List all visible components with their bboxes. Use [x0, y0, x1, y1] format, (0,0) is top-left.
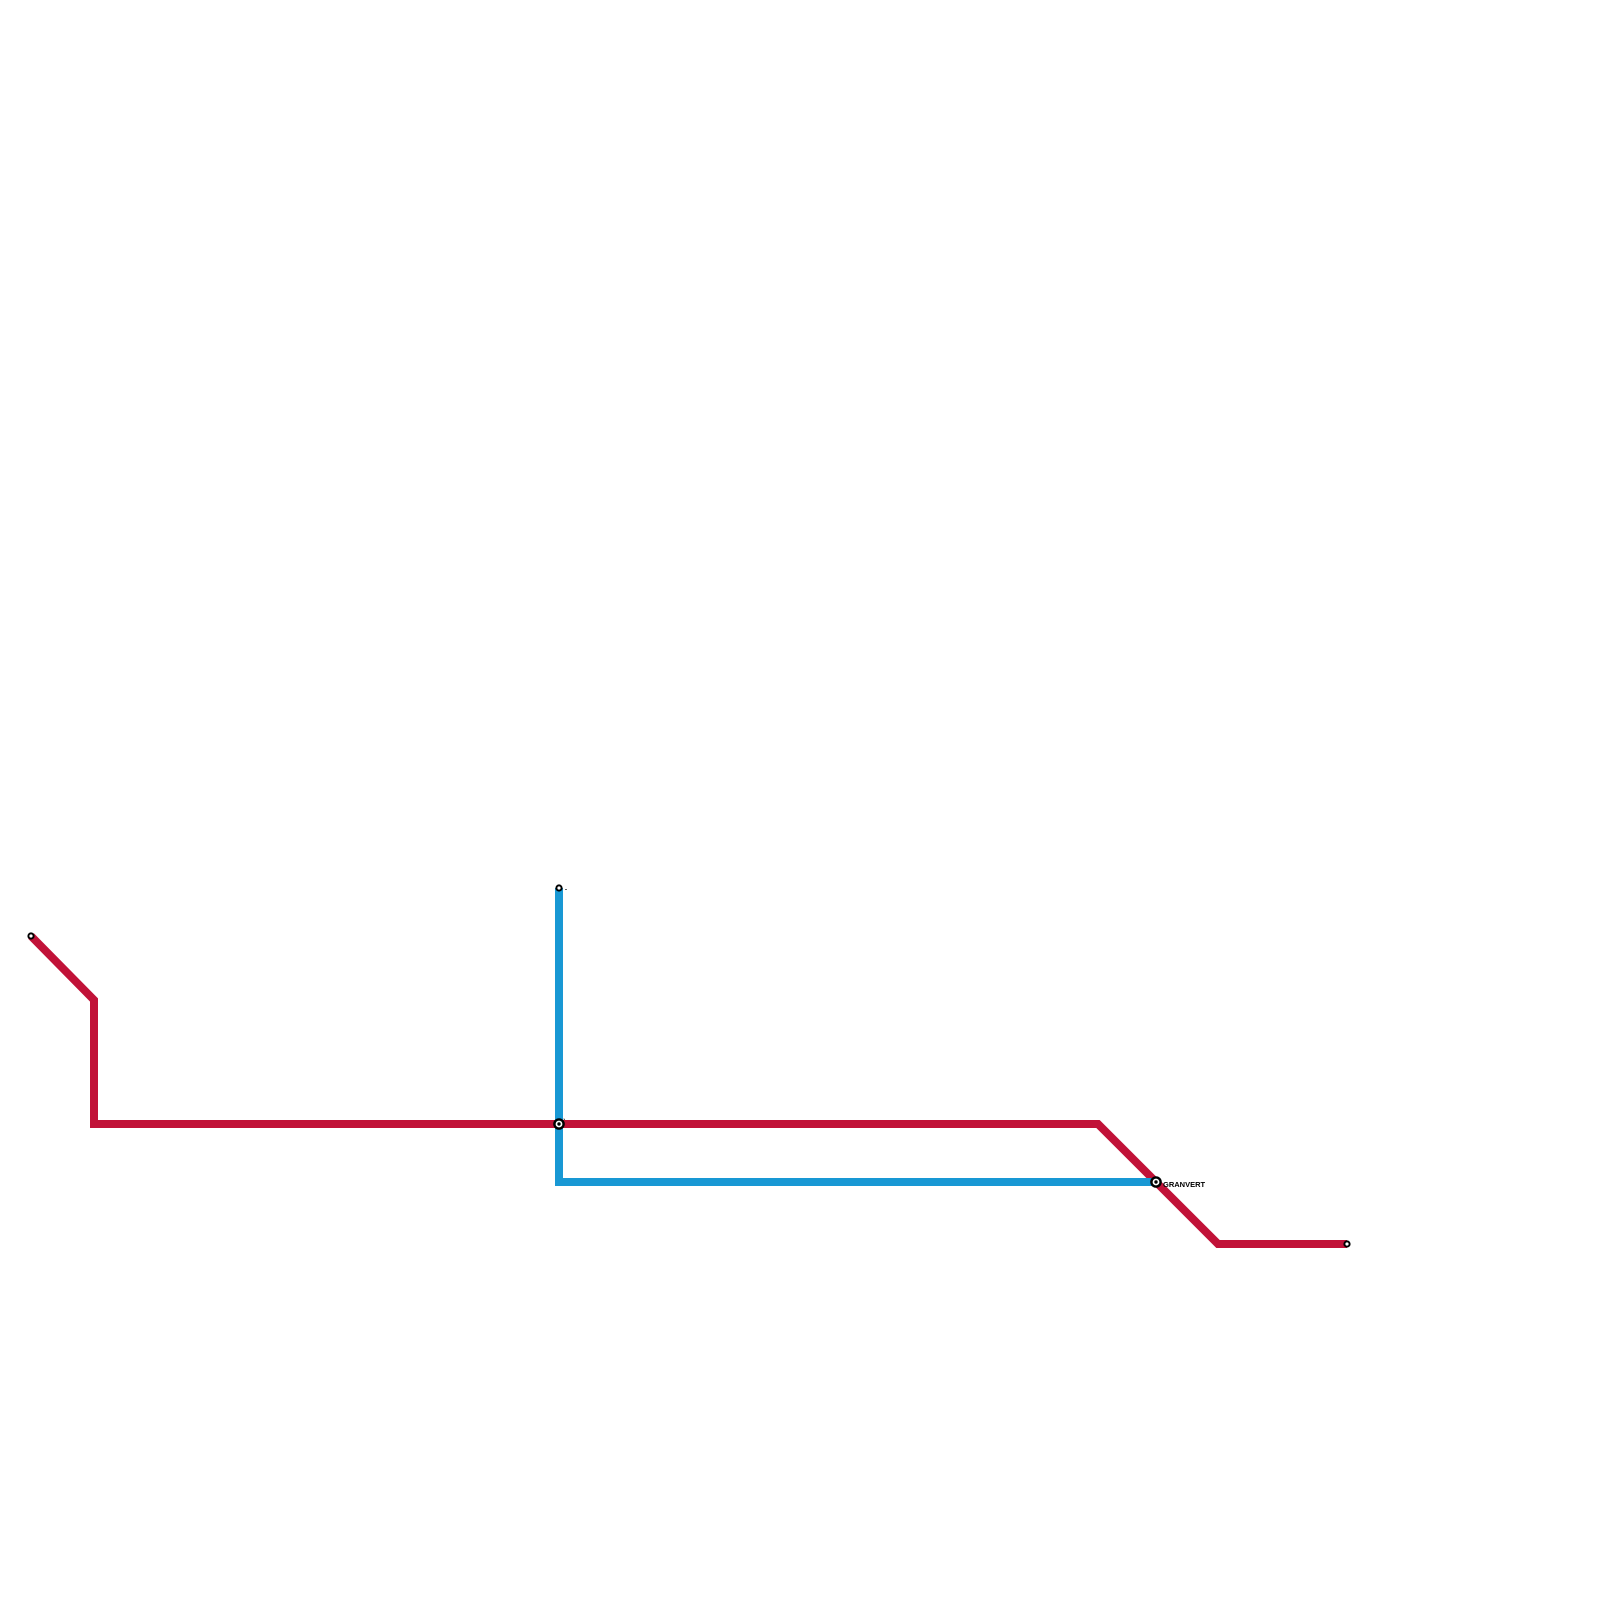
- terminus-ring: [27, 932, 35, 940]
- station-terminus-red-west[interactable]: [27, 932, 35, 940]
- terminus-ring: [555, 884, 563, 892]
- interchange-dot: [1154, 1180, 1158, 1184]
- station-interchange-east[interactable]: GRANVERT: [1150, 1176, 1206, 1189]
- blue-line-path: [555, 888, 1156, 1186]
- interchange-dot: [557, 1122, 561, 1126]
- station-terminus-blue-north[interactable]: -: [555, 884, 567, 894]
- station-interchange-center[interactable]: ': [553, 1118, 569, 1130]
- station-terminus-red-east[interactable]: [1343, 1240, 1351, 1248]
- station-label-interchange-center: ': [563, 1118, 569, 1124]
- terminus-ring: [1343, 1240, 1351, 1248]
- station-label-terminus-blue-north: -: [565, 888, 567, 894]
- station-label-interchange-east: GRANVERT: [1163, 1180, 1206, 1189]
- crimson-line-path: [28, 933, 1347, 1248]
